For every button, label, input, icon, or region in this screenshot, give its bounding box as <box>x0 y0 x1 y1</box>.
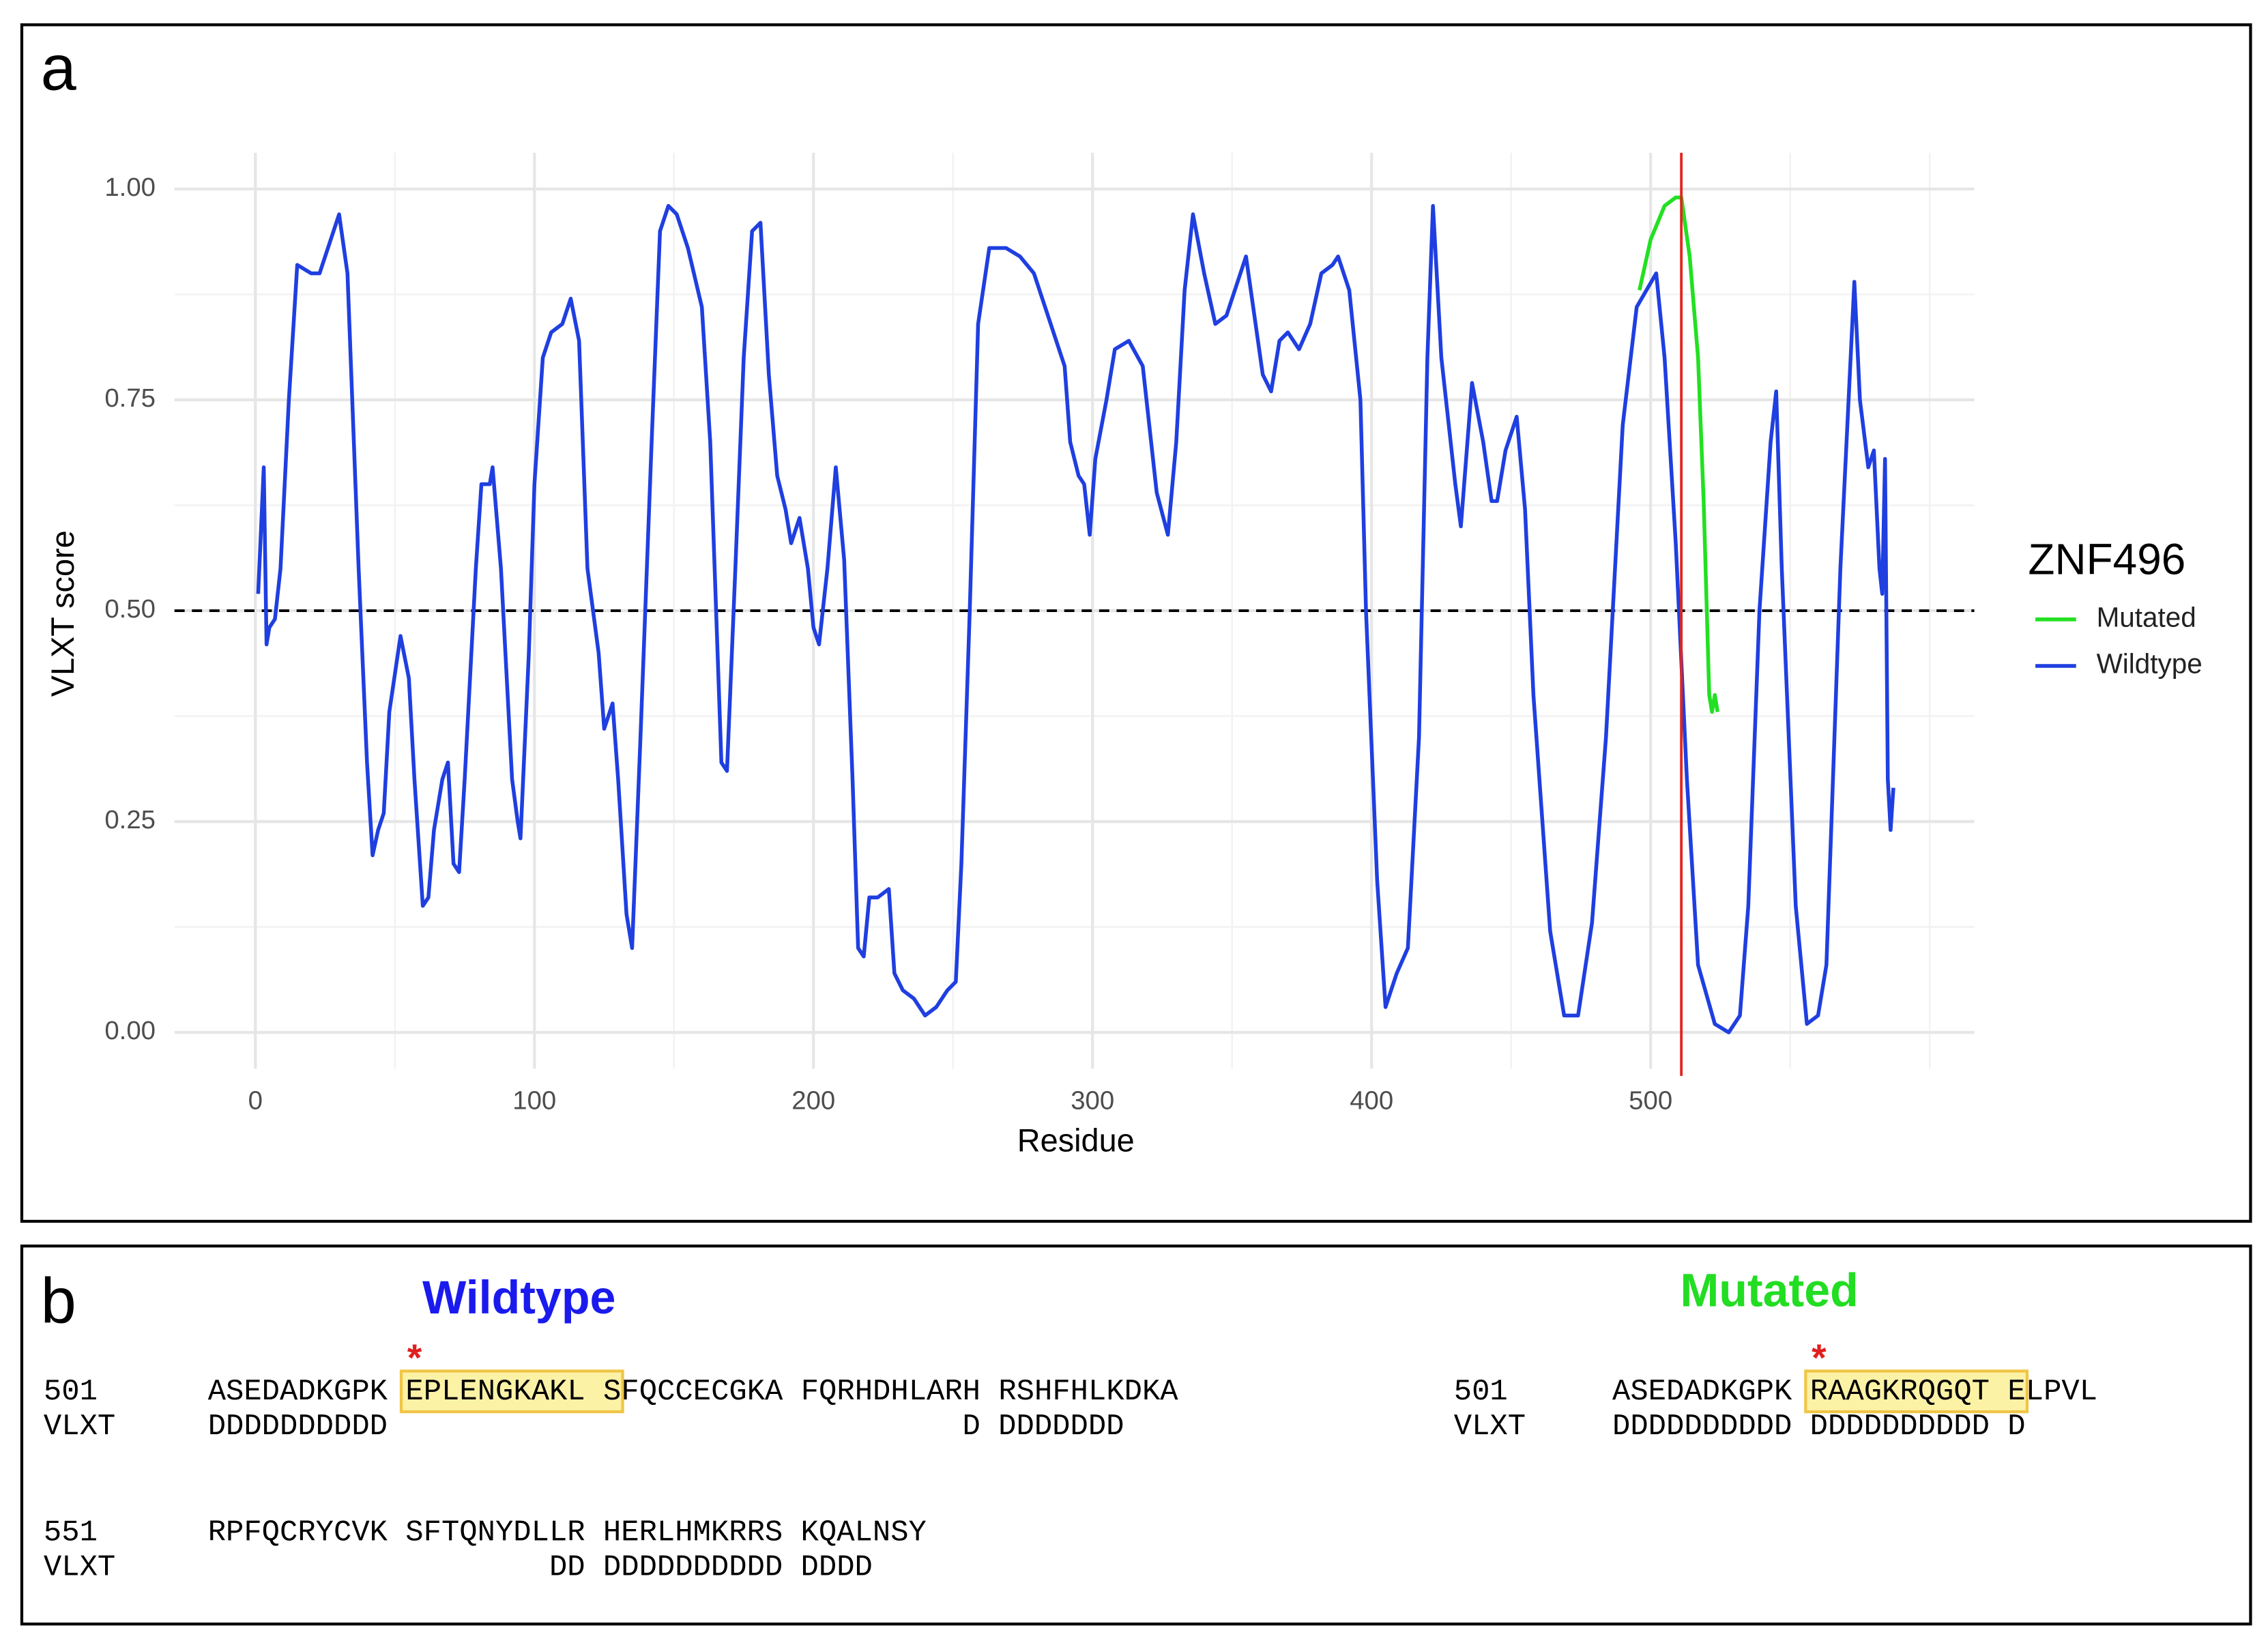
x-tick-label: 0 <box>248 1086 263 1115</box>
y-tick-label: 0.25 <box>104 805 156 834</box>
track-label: VLXT <box>1454 1410 1526 1444</box>
series-line <box>1638 195 1720 714</box>
sequence: LPVL <box>2026 1375 2097 1409</box>
x-tick-label: 200 <box>791 1086 835 1115</box>
x-tick-label: 500 <box>1629 1086 1672 1115</box>
y-axis-title: VLXT score <box>45 530 81 697</box>
panel-a-frame <box>20 23 2252 1223</box>
row-number: 551 <box>44 1516 98 1550</box>
legend-label: Wildtype <box>2097 648 2202 680</box>
prediction: DDDDDDDDDD D DDDDDDD <box>208 1410 1124 1444</box>
heading: Wildtype <box>422 1272 615 1324</box>
sequence: FQCCECGKA FQRHDHLARH RSHFHLKDKA <box>621 1375 1178 1409</box>
y-tick-label: 0.50 <box>104 594 156 624</box>
panel-label: a <box>41 31 77 103</box>
sequence: ASEDADKGPK <box>1612 1375 1810 1409</box>
mutation-marker: * <box>1812 1337 1827 1379</box>
y-tick-label: 0.75 <box>104 383 156 413</box>
legend-label: Mutated <box>2097 602 2196 633</box>
highlight-box <box>1804 1369 2029 1414</box>
track-label: VLXT <box>44 1410 115 1444</box>
panel-label: b <box>41 1264 76 1336</box>
plot: 0 100 200 300 400 500 0.00 0.25 0.50 0.75 1.00 Muta… <box>104 152 2202 1115</box>
y-tick-label: 1.00 <box>104 173 156 202</box>
heading: Mutated <box>1680 1265 1858 1317</box>
prediction: DD DDDDDDDDDD DDDD <box>208 1551 873 1585</box>
panel-b-frame <box>20 1245 2252 1626</box>
row-number: 501 <box>1454 1375 1508 1409</box>
legend-title: ZNF496 <box>2028 535 2185 584</box>
x-axis-title: Residue <box>1017 1122 1135 1158</box>
sequence: ASEDADKGPK <box>208 1375 406 1409</box>
y-tick-label: 0.00 <box>104 1016 156 1045</box>
sequence-panel: Wildtype 501 ASEDADKGPK EPLENGKAKL S FQCCEC… <box>44 1265 2097 1585</box>
x-tick-label: 400 <box>1350 1086 1393 1115</box>
mutation-marker: * <box>407 1337 422 1379</box>
sequence: RPFQCRYCVK SFTQNYDLLR HERLHMKRRS KQALNSY <box>208 1516 927 1550</box>
series-line <box>256 203 1895 1034</box>
highlight-box <box>399 1369 624 1414</box>
prediction: DDDDDDDDDD DDDDDDDDDD D <box>1612 1410 2026 1444</box>
x-tick-label: 300 <box>1071 1086 1114 1115</box>
sequence-highlighted: EPLENGKAKL S <box>405 1375 621 1409</box>
x-tick-label: 100 <box>512 1086 556 1115</box>
sequence-highlighted: RAAGKRQGQT E <box>1810 1375 2026 1409</box>
row-number: 501 <box>44 1375 98 1409</box>
track-label: VLXT <box>44 1551 115 1585</box>
